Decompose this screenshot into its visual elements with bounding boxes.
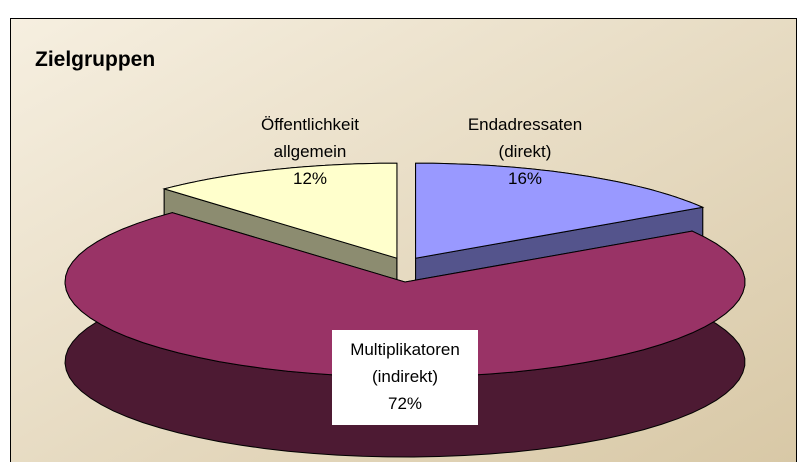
slice-label: Öffentlichkeit allgemein <box>261 115 359 161</box>
slice-label: Endadressaten (direkt) <box>468 115 582 161</box>
chart-title: Zielgruppen <box>35 48 155 71</box>
label-box <box>332 330 478 425</box>
slice-top <box>415 162 705 259</box>
slice-top <box>162 162 398 259</box>
labels: Endadressaten (direkt) 16% Multiplikatoren(… <box>261 115 582 425</box>
pie <box>64 162 746 458</box>
slice-value-label: 16% <box>508 169 542 188</box>
slice-value-label: 12% <box>293 169 327 188</box>
slice-value-label: 72% <box>388 394 422 413</box>
slice-label: Multiplikatoren (indirekt) <box>350 340 460 386</box>
